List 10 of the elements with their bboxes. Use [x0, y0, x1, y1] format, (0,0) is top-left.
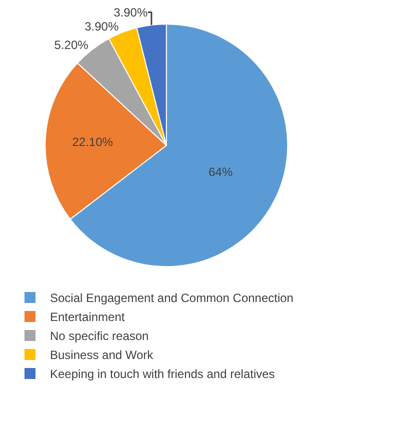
- data-label: 22.10%: [72, 134, 114, 149]
- legend-label: Entertainment: [50, 310, 126, 324]
- legend-label: Business and Work: [50, 348, 154, 362]
- data-label: 3.90%: [114, 5, 148, 20]
- legend-label: No specific reason: [50, 329, 149, 344]
- data-label: 3.90%: [84, 19, 119, 34]
- data-label: 5.20%: [54, 38, 89, 52]
- legend-label: Social Engagement and Common Connection: [50, 291, 294, 306]
- legend-label: Keeping in touch with friends and relatives: [50, 367, 275, 382]
- data-label: 64%: [208, 165, 233, 180]
